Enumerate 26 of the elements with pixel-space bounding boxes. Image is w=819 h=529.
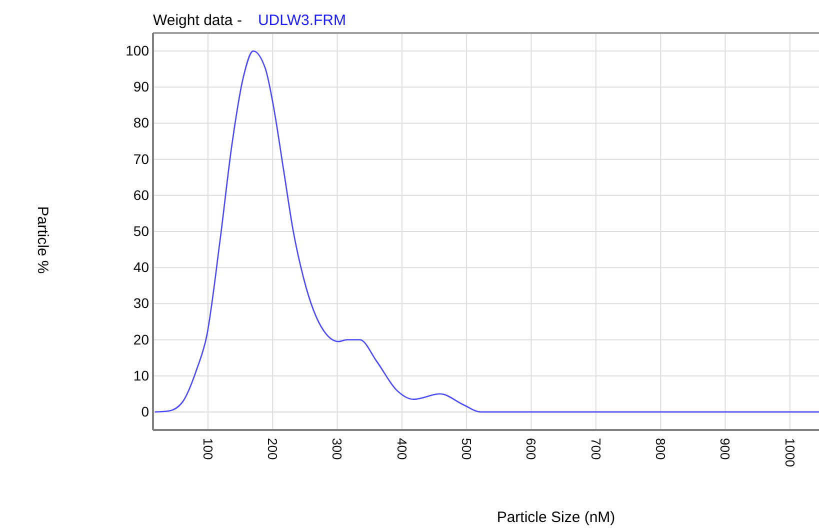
x-tick-label: 300	[330, 438, 345, 460]
x-tick-label: 700	[588, 438, 604, 460]
x-tick-label: 900	[718, 438, 733, 460]
y-tick-label: 100	[126, 42, 150, 59]
x-axis-title: Particle Size (nM)	[496, 509, 616, 526]
x-tick-label: 1000	[782, 438, 798, 467]
line-series	[154, 50, 819, 413]
y-tick-label: 90	[133, 78, 150, 95]
y-tick-label: 50	[133, 222, 150, 239]
y-tick-label: 70	[133, 150, 150, 167]
x-tick-label: 200	[265, 438, 280, 460]
x-tick-label: 100	[200, 438, 216, 460]
y-tick-label: 30	[133, 295, 150, 312]
x-tick-label: 800	[653, 438, 668, 460]
x-tick-label: 400	[394, 438, 410, 460]
y-tick-label: 0	[141, 403, 150, 420]
y-tick-label: 80	[133, 114, 150, 131]
x-tick-label: 500	[459, 438, 474, 460]
y-tick-label: 20	[133, 331, 150, 348]
y-tick-label: 60	[133, 186, 150, 203]
chart-title: Weight data -	[153, 12, 242, 29]
y-axis-title: Particle %	[34, 206, 51, 274]
chart-subtitle: UDLW3.FRM	[258, 12, 346, 29]
x-tick-label: 600	[524, 438, 539, 460]
y-tick-label: 40	[133, 259, 150, 276]
y-tick-label: 10	[133, 367, 150, 384]
